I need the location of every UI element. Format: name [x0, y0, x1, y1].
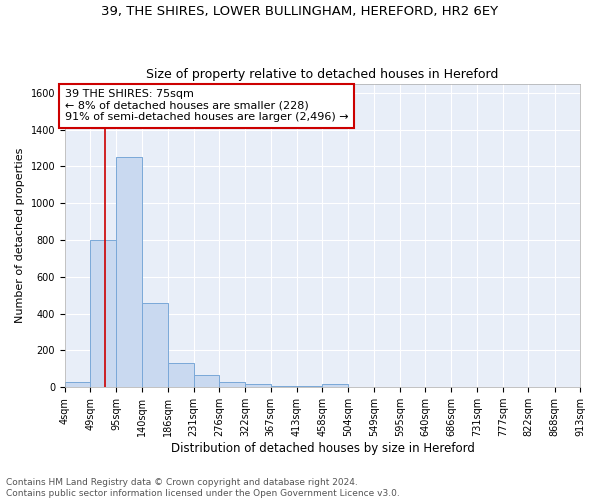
Bar — [322, 384, 348, 387]
Bar — [219, 382, 245, 387]
Text: Contains HM Land Registry data © Crown copyright and database right 2024.
Contai: Contains HM Land Registry data © Crown c… — [6, 478, 400, 498]
Bar — [271, 386, 296, 387]
Bar — [142, 302, 168, 387]
Bar — [296, 386, 322, 387]
Bar — [116, 157, 142, 387]
Bar — [65, 382, 91, 387]
Bar — [168, 364, 194, 387]
Bar — [245, 384, 271, 387]
Text: 39, THE SHIRES, LOWER BULLINGHAM, HEREFORD, HR2 6EY: 39, THE SHIRES, LOWER BULLINGHAM, HEREFO… — [101, 5, 499, 18]
Bar — [91, 240, 116, 387]
X-axis label: Distribution of detached houses by size in Hereford: Distribution of detached houses by size … — [170, 442, 475, 455]
Bar — [194, 376, 219, 387]
Y-axis label: Number of detached properties: Number of detached properties — [15, 148, 25, 323]
Text: 39 THE SHIRES: 75sqm
← 8% of detached houses are smaller (228)
91% of semi-detac: 39 THE SHIRES: 75sqm ← 8% of detached ho… — [65, 89, 349, 122]
Title: Size of property relative to detached houses in Hereford: Size of property relative to detached ho… — [146, 68, 499, 81]
